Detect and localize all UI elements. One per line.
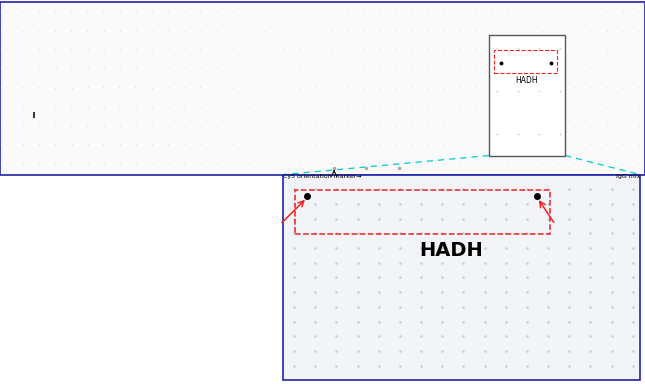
Text: Cy5 orientation marker→: Cy5 orientation marker→ xyxy=(283,174,361,179)
Text: IgG mix: IgG mix xyxy=(616,174,640,179)
Bar xyxy=(0,2,645,175)
Bar xyxy=(494,50,557,73)
Text: HADH: HADH xyxy=(419,241,482,260)
Bar xyxy=(283,175,640,380)
Text: HADH: HADH xyxy=(515,76,539,85)
Bar xyxy=(489,35,565,156)
Bar xyxy=(295,190,550,234)
